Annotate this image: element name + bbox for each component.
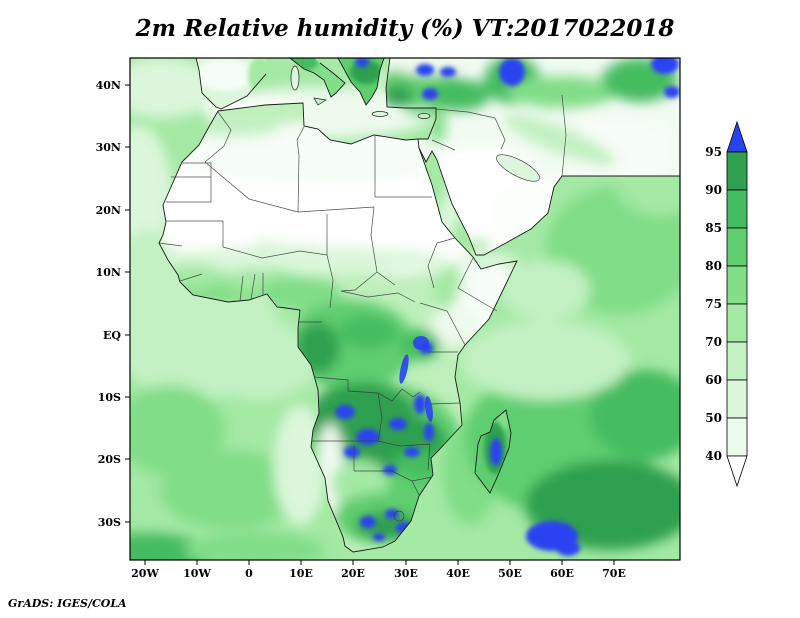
- y-tick-label: EQ: [103, 329, 121, 342]
- x-tick-label: 40E: [446, 567, 470, 580]
- colorbar-label: 75: [705, 297, 722, 311]
- y-axis: 40N 30N 20N 10N EQ 10S 20S 30S: [96, 79, 130, 529]
- x-tick-label: 30E: [394, 567, 418, 580]
- asia-humidity-spots: [416, 58, 680, 100]
- colorbar-label: 90: [705, 183, 722, 197]
- chart-title: 2m Relative humidity (%) VT:2017022018: [135, 15, 675, 42]
- x-tick-label: 10W: [183, 567, 211, 580]
- x-tick-label: 60E: [550, 567, 574, 580]
- y-tick-label: 20N: [96, 204, 121, 217]
- ocean-humidity-spots: [526, 521, 580, 556]
- mediterranean-islands: [290, 65, 431, 119]
- grads-credit: GrADS: IGES/COLA: [8, 597, 127, 610]
- colorbar: 95 90 85 80 75 70 60 50 40: [705, 120, 748, 488]
- x-tick-label: 10E: [289, 567, 313, 580]
- coastlines: [158, 58, 680, 553]
- colorbar-segment: [726, 227, 748, 267]
- y-tick-label: 30S: [98, 516, 121, 529]
- colorbar-label: 70: [705, 335, 722, 349]
- x-tick-label: 70E: [602, 567, 626, 580]
- y-tick-label: 10N: [96, 266, 121, 279]
- persian-gulf: [496, 154, 540, 182]
- colorbar-segment-above-max: [726, 120, 748, 153]
- colorbar-segment-below-min: [726, 455, 748, 488]
- x-axis: 20W 10W 0 10E 20E 30E 40E 50E 60E 70E: [131, 560, 626, 580]
- colorbar-segment: [726, 265, 748, 305]
- colorbar-segment: [726, 417, 748, 457]
- y-tick-label: 10S: [98, 391, 121, 404]
- colorbar-label: 80: [705, 259, 722, 273]
- colorbar-segment: [726, 303, 748, 343]
- x-tick-label: 50E: [498, 567, 522, 580]
- x-tick-marks: [144, 560, 615, 565]
- rift-lakes: [399, 336, 433, 422]
- colorbar-segment: [726, 341, 748, 381]
- y-tick-label: 40N: [96, 79, 121, 92]
- map-field: [130, 58, 680, 560]
- colorbar-label: 85: [705, 221, 722, 235]
- ocean-humidity-shading: [130, 58, 680, 560]
- y-tick-marks: [125, 84, 130, 523]
- x-tick-label: 20W: [131, 567, 159, 580]
- colorbar-label: 95: [705, 145, 722, 159]
- colorbar-segment: [726, 189, 748, 229]
- plot-frame: [129, 57, 681, 561]
- colorbar-label: 50: [705, 411, 722, 425]
- colorbar-label: 60: [705, 373, 722, 387]
- y-tick-label: 20S: [98, 453, 121, 466]
- x-tick-label: 0: [245, 567, 253, 580]
- madagascar-humidity-shading: [484, 410, 511, 474]
- x-tick-label: 20E: [341, 567, 365, 580]
- country-borders: [158, 94, 567, 522]
- colorbar-segment: [726, 151, 748, 191]
- y-tick-label: 30N: [96, 141, 121, 154]
- colorbar-label: 40: [705, 449, 722, 463]
- colorbar-segment: [726, 379, 748, 419]
